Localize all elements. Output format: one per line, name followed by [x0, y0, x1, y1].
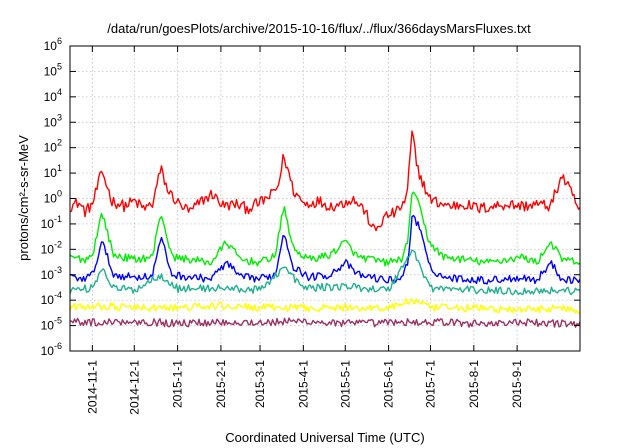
- y-tick-label: 102: [44, 138, 62, 155]
- x-tick-label: 2015-6-1: [382, 360, 396, 408]
- y-tick-label: 10-5: [41, 316, 62, 333]
- series-line-2: [69, 191, 581, 267]
- x-tick-label: 2015-2-1: [214, 360, 228, 408]
- y-tick-label: 10-4: [41, 290, 62, 307]
- y-tick-label: 101: [44, 163, 62, 180]
- y-tick-label: 105: [44, 61, 62, 78]
- x-tick-label: 2014-11-1: [85, 360, 99, 414]
- y-tick-label: 10-2: [41, 239, 62, 256]
- x-tick-label: 2015-4-1: [296, 360, 310, 408]
- x-axis-label: Coordinated Universal Time (UTC): [225, 430, 424, 445]
- x-tick-label: 2014-12-1: [127, 360, 141, 415]
- chart-title: /data/run/goesPlots/archive/2015-10-16/f…: [107, 21, 531, 36]
- series-line-6: [69, 317, 581, 328]
- x-tick-label: 2015-1-1: [171, 360, 185, 408]
- y-tick-label: 10-3: [41, 265, 62, 282]
- y-tick-label: 100: [44, 189, 62, 206]
- y-axis-label: protons/cm²-s-sr-MeV: [16, 135, 31, 261]
- series-line-5: [69, 297, 581, 315]
- y-tick-label: 10-1: [41, 214, 62, 231]
- x-axis-ticks: 2014-11-1 2014-12-1 2015-1-1 2015-2-1 2015-3…: [85, 46, 524, 415]
- series-line-4: [69, 249, 581, 296]
- y-tick-label: 104: [44, 87, 62, 104]
- y-tick-label: 103: [44, 112, 62, 129]
- data-series: [69, 130, 581, 328]
- y-axis-ticks: 10-6 10-5 10-4 10-3 10-2 10-1 100 101 102 103 104 1…: [41, 36, 580, 358]
- x-tick-label: 2015-3-1: [253, 360, 267, 408]
- series-line-3: [69, 214, 581, 285]
- y-tick-label: 106: [44, 36, 62, 53]
- x-tick-label: 2015-7-1: [423, 360, 437, 408]
- grid-lines: [70, 45, 580, 352]
- x-tick-label: 2015-5-1: [338, 360, 352, 408]
- x-tick-label: 2015-8-1: [467, 360, 481, 408]
- y-tick-label: 10-6: [41, 341, 62, 358]
- series-line-1: [69, 130, 581, 232]
- x-tick-label: 2015-9-1: [510, 360, 524, 408]
